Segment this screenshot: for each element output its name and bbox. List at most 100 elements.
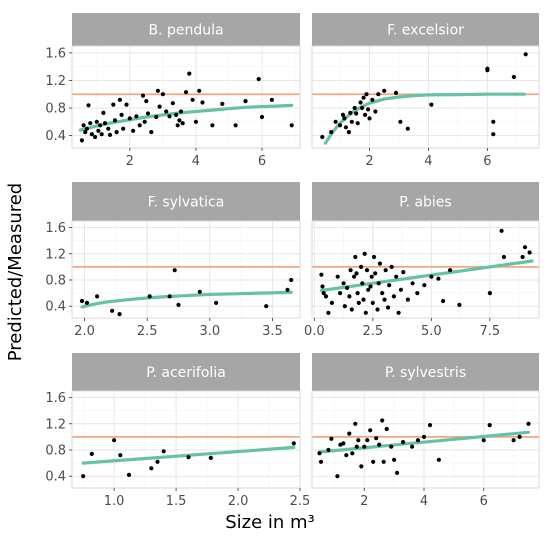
panel-1-data-point	[210, 123, 215, 128]
panel-1-data-point	[112, 118, 118, 123]
panel-4-data-point	[383, 268, 388, 273]
panel-5-data-point	[161, 449, 166, 454]
panel-3-data-point	[285, 287, 290, 292]
panel-6-x-tick-label: 2	[360, 494, 368, 509]
panel-5-data-point	[112, 438, 117, 443]
panel-6-data-point	[511, 438, 516, 443]
panel-3-x-tick-label: 3.0	[199, 324, 220, 339]
panel-6-data-point	[347, 431, 352, 436]
panel-2-data-point	[376, 92, 381, 97]
panel-5-data-point	[118, 453, 123, 458]
panel-6-data-point	[341, 441, 346, 446]
panel-4-data-point	[457, 302, 462, 307]
y-axis-title: Predicted/Measured	[5, 183, 26, 362]
panel-3-data-point	[79, 298, 85, 304]
panel-4-data-point	[348, 268, 353, 273]
panel-1-data-point	[193, 119, 198, 124]
panel-4-data-point	[441, 298, 446, 304]
panel-1-x-tick-label: 6	[258, 154, 266, 169]
panel-1-y-tick-label: 0.4	[45, 129, 66, 144]
panel-2-x-tick-label: 2	[365, 154, 373, 169]
panel-4-data-point	[448, 268, 453, 273]
panel-4-data-point	[356, 300, 361, 305]
panel-1-data-point	[164, 109, 169, 114]
panel-4-data-point	[352, 274, 357, 279]
panel-4-data-point	[338, 291, 343, 296]
panel-2-x-tick-label: 6	[483, 154, 491, 169]
panel-4-data-point	[405, 297, 410, 302]
panel-4-data-point	[360, 281, 365, 286]
panel-2-data-point	[352, 105, 357, 111]
panel-1-data-point	[256, 77, 261, 82]
panel-1-background	[72, 46, 300, 148]
panel-6-data-point	[326, 447, 331, 453]
panel-6-data-point	[374, 436, 379, 441]
panel-3-y-tick-label: 0.4	[45, 300, 66, 315]
panel-1-data-point	[127, 116, 132, 121]
panel-4-data-point	[363, 310, 368, 315]
panel-4-data-point	[429, 274, 434, 279]
panel-4-x-tick-label: 5.0	[421, 324, 442, 339]
panel-4-data-point	[380, 291, 385, 296]
panel-4-data-point	[487, 291, 492, 296]
panel-6-data-point	[356, 438, 361, 443]
panel-6-data-point	[350, 451, 355, 456]
panel-3-x-tick-label: 3.5	[262, 324, 283, 339]
panel-4-x-tick-label: 7.5	[480, 324, 501, 339]
panel-4-data-point	[382, 297, 387, 302]
panel-6-data-point	[436, 457, 441, 462]
panel-4-data-point	[364, 268, 370, 273]
panel-4-data-point	[391, 294, 396, 299]
panel-6-data-point	[415, 438, 421, 443]
panel-1-data-point	[233, 123, 238, 128]
panel-4-data-point	[329, 300, 334, 305]
panel-2-strip-title: F. excelsior	[387, 23, 464, 39]
panel-3-strip-title: F. sylvatica	[148, 195, 225, 211]
panel-6-data-point	[318, 459, 324, 464]
panel-4-data-point	[320, 284, 325, 289]
panel-4-data-point	[347, 294, 352, 299]
panel-6-data-point	[389, 444, 394, 449]
panel-3-strip	[72, 182, 300, 221]
panel-6-data-point	[392, 457, 397, 462]
panel-2-data-point	[361, 95, 366, 100]
panel-1-y-tick-label: 1.2	[45, 74, 66, 89]
panel-5-data-point	[291, 441, 296, 446]
panel-4-data-point	[410, 281, 415, 286]
panel-5-y-tick-label: 0.8	[45, 443, 66, 458]
panel-2-data-point	[485, 68, 490, 73]
panel-4: P. abies 0.0 2.5 5.0 7.5	[304, 182, 540, 339]
panel-6-data-point	[421, 434, 427, 439]
panel-1-data-point	[94, 119, 99, 124]
panel-4-data-point	[362, 251, 367, 256]
panel-1-data-point	[107, 132, 113, 137]
panel-4-data-point	[386, 305, 391, 310]
panel-5-border	[71, 390, 301, 489]
panel-5-x-tick-label: 1.0	[104, 494, 125, 509]
panel-2-data-point	[511, 74, 516, 80]
panel-5-data-point	[208, 455, 213, 460]
panel-6-data-point	[401, 440, 406, 445]
panel-3-data-point	[95, 294, 100, 299]
panel-2: F. excelsior 2 4 6	[311, 13, 540, 169]
panel-6-data-point	[380, 418, 385, 423]
panel-1-border	[71, 45, 301, 149]
panel-6-data-point	[517, 434, 522, 439]
panel-1-data-point	[124, 102, 129, 107]
panel-6-data-point	[368, 428, 373, 433]
panel-1-data-point	[93, 134, 98, 140]
panel-6-data-point	[365, 438, 370, 443]
panel-1-data-point	[175, 123, 180, 128]
panel-2-data-point	[363, 112, 368, 117]
panel-1-data-point	[200, 100, 205, 105]
panel-2-data-point	[405, 126, 410, 131]
panel-6-data-point	[354, 444, 359, 449]
panel-4-data-point	[368, 284, 373, 289]
panel-1-data-point	[117, 97, 122, 102]
panel-2-background	[312, 46, 539, 148]
panel-5-x-tick-label: 1.5	[166, 494, 187, 509]
panel-2-data-point	[491, 119, 496, 124]
panel-4-background	[312, 221, 539, 318]
panel-6-data-point	[344, 453, 349, 458]
panel-3-plot-area	[72, 221, 300, 318]
